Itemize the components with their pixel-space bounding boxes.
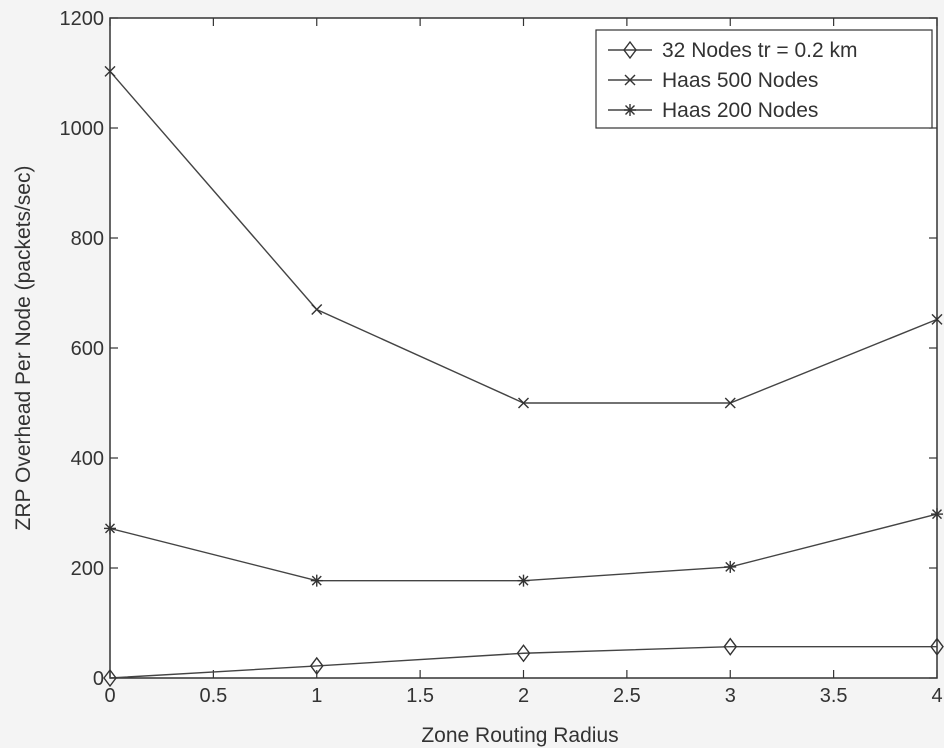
x-tick-label: 0.5 bbox=[199, 685, 227, 707]
data-point-marker bbox=[931, 508, 943, 521]
series-2 bbox=[104, 65, 943, 409]
y-tick-label: 0 bbox=[93, 668, 104, 690]
legend-label: Haas 200 Nodes bbox=[662, 99, 818, 122]
y-tick-label: 1000 bbox=[60, 118, 105, 140]
series-line bbox=[109, 645, 937, 679]
x-axis-label: Zone Routing Radius bbox=[421, 724, 618, 747]
x-tick-label: 2 bbox=[518, 685, 529, 707]
legend-box bbox=[595, 29, 933, 129]
legend-entry: Haas 500 Nodes bbox=[608, 69, 818, 92]
x-axis: 0 0.5 1 1.5 2 2.5 3 3.5 4 bbox=[104, 18, 943, 707]
data-point-marker bbox=[309, 656, 324, 676]
data-point-marker bbox=[723, 637, 738, 656]
y-tick-label: 1200 bbox=[60, 8, 105, 30]
legend: 32 Nodes tr = 0.2 km Haas 500 Nodes Haas 2… bbox=[595, 29, 933, 129]
legend-marker bbox=[624, 74, 636, 86]
x-tick-label: 3 bbox=[725, 685, 736, 707]
y-axis-label: ZRP Overhead Per Node (packets/sec) bbox=[12, 166, 35, 531]
x-tick-label: 1 bbox=[311, 685, 322, 707]
data-point-marker bbox=[930, 637, 944, 656]
series-1 bbox=[103, 637, 944, 688]
legend-label: Haas 500 Nodes bbox=[662, 69, 818, 92]
data-point-marker bbox=[724, 560, 737, 573]
legend-marker bbox=[624, 104, 636, 116]
y-tick-label: 200 bbox=[71, 558, 104, 580]
x-tick-label: 3.5 bbox=[820, 685, 848, 707]
data-point-marker bbox=[104, 65, 116, 77]
y-tick-label: 600 bbox=[71, 338, 104, 360]
data-point-marker bbox=[724, 397, 736, 409]
y-tick-label: 800 bbox=[71, 228, 104, 250]
data-point-marker bbox=[310, 574, 323, 587]
x-tick-label: 2.5 bbox=[613, 685, 641, 707]
data-point-marker bbox=[104, 522, 116, 535]
data-point-marker bbox=[516, 644, 531, 663]
series-3 bbox=[104, 508, 943, 587]
x-tick-label: 1.5 bbox=[406, 685, 434, 707]
x-tick-label: 0 bbox=[104, 685, 115, 707]
data-point-marker bbox=[311, 304, 323, 315]
x-tick-label: 4 bbox=[931, 685, 942, 707]
y-axis: 0 200 400 600 800 1000 1200 bbox=[60, 8, 937, 690]
y-tick-label: 400 bbox=[71, 448, 104, 470]
legend-entry: Haas 200 Nodes bbox=[608, 99, 818, 122]
data-point-marker bbox=[518, 397, 529, 409]
legend-marker bbox=[623, 40, 637, 60]
legend-entry: 32 Nodes tr = 0.2 km bbox=[608, 39, 858, 62]
data-point-marker bbox=[931, 313, 943, 325]
data-point-marker bbox=[517, 574, 530, 587]
legend-label: 32 Nodes tr = 0.2 km bbox=[662, 39, 858, 62]
series-layer bbox=[103, 65, 944, 688]
data-point-marker bbox=[103, 668, 117, 688]
